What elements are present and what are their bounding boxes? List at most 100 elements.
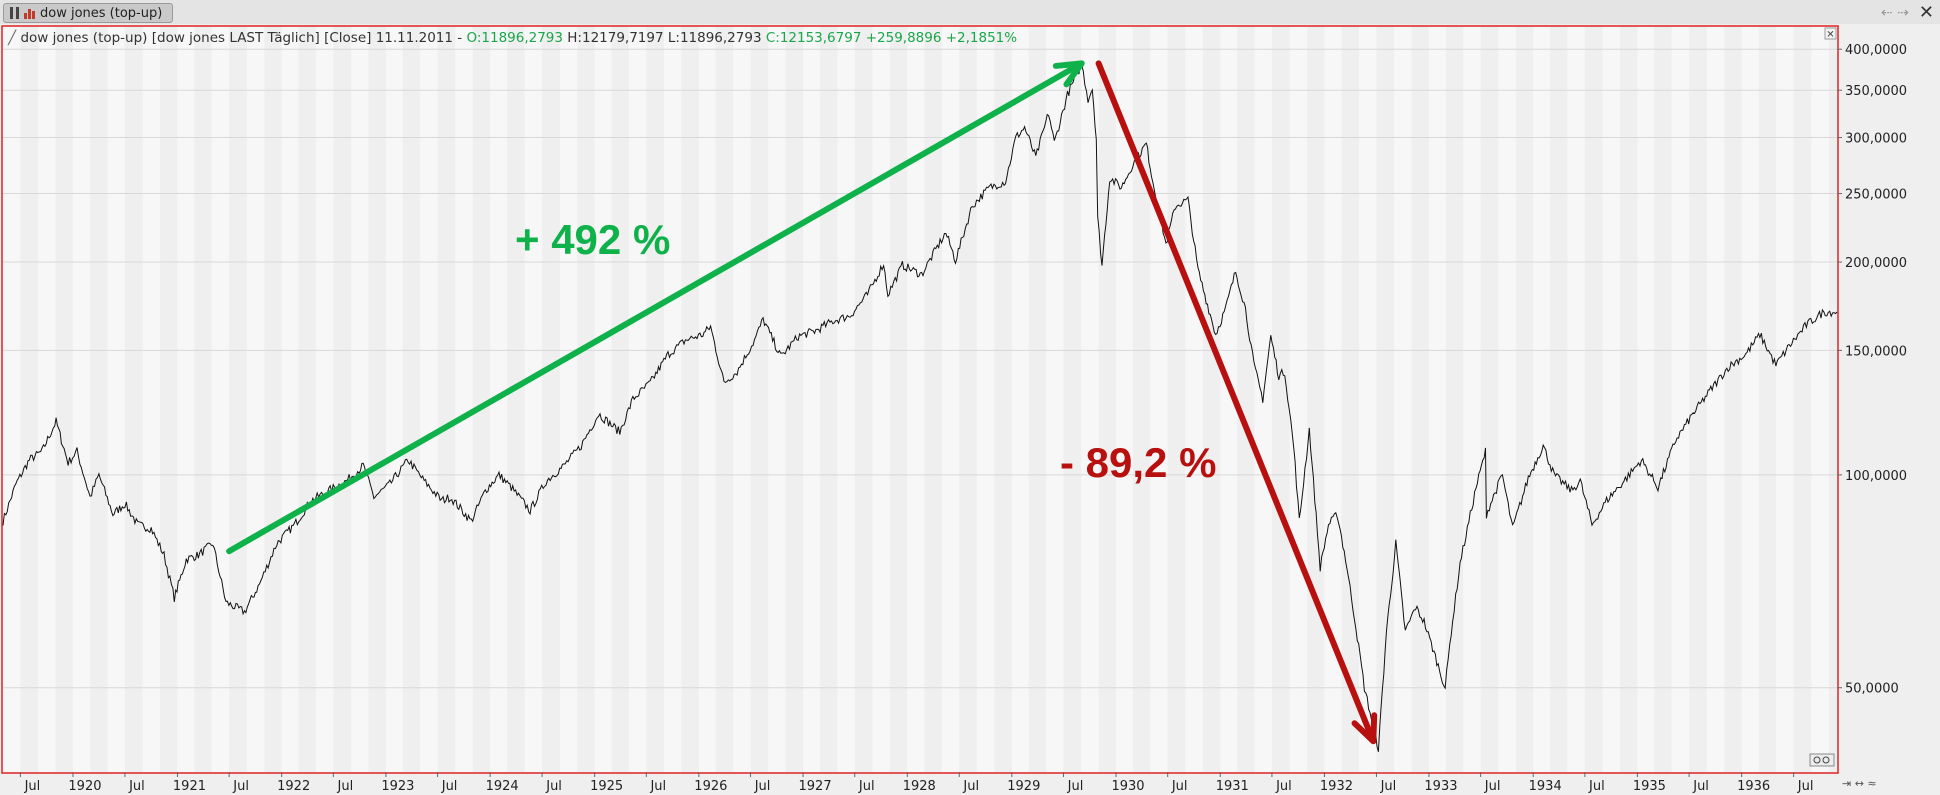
zoom-control[interactable] — [1809, 753, 1835, 767]
month-band — [628, 27, 647, 772]
x-tick-label: Jul — [1380, 779, 1397, 794]
pause-icon[interactable] — [10, 7, 19, 19]
plot-frame — [1, 25, 1839, 774]
month-band — [698, 27, 716, 772]
month-band — [1289, 27, 1308, 772]
x-tick-label: 1923 — [381, 779, 414, 794]
month-band — [1116, 27, 1133, 772]
month-band — [768, 27, 786, 772]
month-band — [837, 27, 855, 772]
month-band — [3, 27, 21, 772]
x-tick-label: Jul — [649, 779, 666, 794]
y-tick-label: 350,0000 — [1845, 84, 1907, 99]
month-band — [455, 27, 473, 772]
x-tick-label: 1933 — [1424, 779, 1457, 794]
header-prefix: dow jones (top-up) [dow jones LAST Tägli… — [20, 30, 466, 46]
x-tick-label: Jul — [1275, 779, 1292, 794]
month-band — [524, 27, 543, 772]
month-band — [1428, 27, 1446, 772]
x-tick-label: 1926 — [694, 779, 727, 794]
x-tick-label: Jul — [337, 779, 354, 794]
month-band — [142, 27, 161, 772]
x-axis: Jul 1920 Jul 1921 Jul 1922 Jul 1923 Jul 1924 Jul 19… — [19, 772, 1814, 794]
month-band — [1324, 27, 1342, 772]
month-band — [594, 27, 612, 772]
x-tick-label: 1936 — [1737, 779, 1770, 794]
month-band — [246, 27, 265, 772]
month-band — [1185, 27, 1203, 772]
x-tick-label: 1930 — [1111, 779, 1144, 794]
header-high: H:12179,7197 — [567, 30, 663, 46]
x-tick-label: Jul — [1692, 779, 1709, 794]
month-band — [907, 27, 925, 772]
x-tick-label: Jul — [858, 779, 875, 794]
x-tick-label: 1931 — [1216, 779, 1249, 794]
x-tick-label: Jul — [128, 779, 145, 794]
month-band — [1150, 27, 1168, 772]
nav-arrows-icon[interactable]: ⇠ ⇢ — [1880, 4, 1909, 21]
month-band — [107, 27, 125, 772]
month-band — [1359, 27, 1377, 772]
panel-close-button[interactable]: ✕ — [1824, 27, 1837, 41]
x-tick-label: 1922 — [277, 779, 310, 794]
month-band — [1046, 27, 1064, 772]
month-band — [177, 27, 195, 772]
tab-label: dow jones (top-up) — [40, 5, 163, 21]
chart-tab[interactable]: dow jones (top-up) — [3, 3, 174, 23]
month-band — [733, 27, 751, 772]
month-band — [1081, 27, 1099, 772]
x-tick-label: 1934 — [1529, 779, 1562, 794]
gain-label: + 492 % — [515, 216, 670, 263]
close-icon[interactable]: ✕ — [1918, 2, 1934, 23]
header-open: O:11896,2793 — [466, 30, 563, 46]
x-tick-label: Jul — [24, 779, 41, 794]
y-tick-label: 200,0000 — [1845, 256, 1907, 271]
loss-label: - 89,2 % — [1060, 439, 1216, 486]
x-tick-label: Jul — [1484, 779, 1501, 794]
panel-close-icon: ✕ — [1826, 30, 1834, 41]
bar-chart-icon — [24, 7, 35, 19]
x-tick-label: 1928 — [903, 779, 936, 794]
y-tick-label: 250,0000 — [1845, 188, 1907, 203]
x-tick-label: 1929 — [1007, 779, 1040, 794]
month-band — [1671, 27, 1690, 772]
month-band — [1811, 27, 1829, 772]
x-tick-label: 1921 — [173, 779, 206, 794]
scroll-arrows-icon: ⇥ ↔ ≈ — [1842, 777, 1877, 790]
y-tick-label: 100,0000 — [1845, 469, 1907, 484]
x-tick-label: 1925 — [590, 779, 623, 794]
month-band — [1220, 27, 1238, 772]
y-tick-label: 50,0000 — [1845, 682, 1899, 697]
x-tick-label: 1924 — [486, 779, 519, 794]
down-arrow-head — [1351, 712, 1378, 745]
grid-lines — [3, 48, 1837, 689]
x-tick-label: 1935 — [1633, 779, 1666, 794]
header-close: C:12153,6797 +259,8896 +2,1851% — [766, 30, 1017, 46]
month-band — [315, 27, 334, 772]
x-tick-label: Jul — [1797, 779, 1814, 794]
x-tick-label: Jul — [545, 779, 562, 794]
month-band — [941, 27, 960, 772]
month-band — [420, 27, 438, 772]
x-tick-label: Jul — [754, 779, 771, 794]
x-tick-label: Jul — [441, 779, 458, 794]
chart-area[interactable]: ╱ dow jones (top-up) [dow jones LAST Täg… — [0, 24, 1940, 795]
trend-arrows — [226, 60, 1378, 745]
month-band — [872, 27, 890, 772]
x-tick-label: 1932 — [1320, 779, 1353, 794]
scroll-controls[interactable]: ⇥ ↔ ≈ — [1842, 777, 1877, 790]
tab-bar: dow jones (top-up) ⇠ ⇢ ✕ — [0, 0, 1940, 25]
month-band — [664, 27, 682, 772]
month-band — [1463, 27, 1481, 772]
zoom-icon — [1813, 756, 1821, 764]
month-band — [559, 27, 578, 772]
month-band — [1741, 27, 1759, 772]
y-tick-label: 150,0000 — [1845, 344, 1907, 359]
month-band — [1011, 27, 1029, 772]
up-arrow-head — [1052, 60, 1085, 88]
down-arrow — [1095, 60, 1375, 741]
up-arrow — [226, 62, 1082, 555]
x-tick-label: Jul — [232, 779, 249, 794]
month-band — [803, 27, 820, 772]
y-tick-label: 300,0000 — [1845, 132, 1907, 147]
